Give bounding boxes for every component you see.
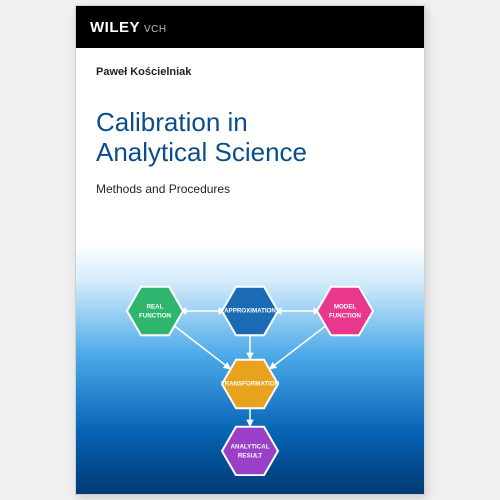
flowchart-svg: REAL FUNCTION APPROXIMATION MODEL FUNCTION TR… (110, 266, 390, 476)
svg-text:APPROXIMATION: APPROXIMATION (224, 308, 276, 315)
flow-edge (175, 326, 231, 369)
svg-text:FUNCTION: FUNCTION (329, 313, 361, 320)
flow-node-result: ANALYTICAL RESULT (222, 427, 278, 476)
publisher-imprint: VCH (144, 24, 167, 35)
svg-text:REAL: REAL (147, 304, 164, 311)
publisher-band: WILEY VCH (76, 6, 424, 48)
book-title: Calibration in Analytical Science (96, 108, 424, 168)
book-cover: WILEY VCH Paweł Kościelniak Calibration i… (75, 5, 425, 495)
svg-text:MODEL: MODEL (334, 304, 357, 311)
svg-text:FUNCTION: FUNCTION (139, 313, 171, 320)
svg-text:TRANSFORMATION: TRANSFORMATION (221, 381, 280, 388)
svg-text:ANALYTICAL: ANALYTICAL (231, 444, 270, 451)
flowchart-diagram: REAL FUNCTION APPROXIMATION MODEL FUNCTION TR… (110, 266, 390, 476)
publisher-logo: WILEY VCH (90, 19, 167, 36)
book-subtitle: Methods and Procedures (96, 182, 424, 196)
author-name: Paweł Kościelniak (96, 66, 424, 78)
flow-node-model: MODEL FUNCTION (317, 287, 373, 336)
flow-node-approx: APPROXIMATION (222, 287, 278, 336)
publisher-name: WILEY (90, 19, 140, 36)
flow-edge (270, 326, 326, 369)
title-line-2: Analytical Science (96, 137, 307, 167)
svg-text:RESULT: RESULT (238, 453, 263, 460)
title-line-1: Calibration in (96, 107, 248, 137)
flow-node-real: REAL FUNCTION (127, 287, 183, 336)
flow-node-trans: TRANSFORMATION (221, 360, 280, 409)
